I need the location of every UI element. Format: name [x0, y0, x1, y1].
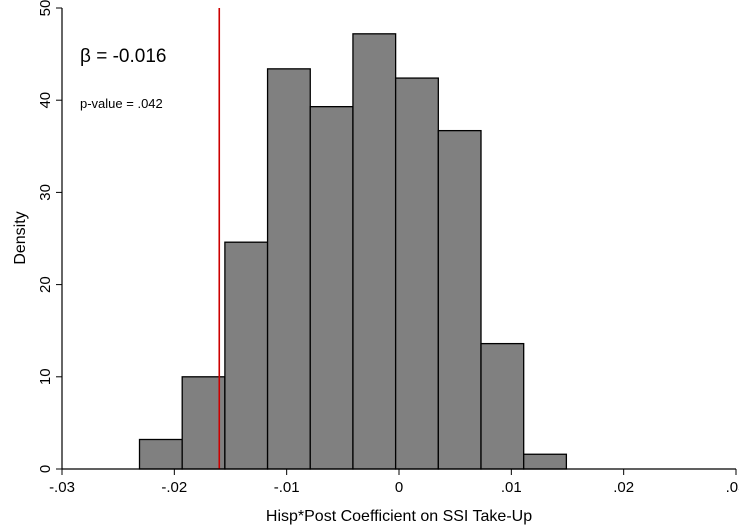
x-tick-label: .02 — [613, 479, 634, 496]
histogram-bar-4 — [266, 68, 311, 470]
bars-layer — [138, 33, 568, 470]
histogram-bar-3 — [224, 241, 269, 470]
histogram-bar-7 — [394, 77, 439, 470]
histogram-bar-2 — [181, 376, 226, 470]
p-value-annotation: p-value = .042 — [80, 96, 163, 111]
x-tick-label: .01 — [501, 479, 522, 496]
x-tick-label: -.02 — [161, 479, 187, 496]
x-axis-title: Hisp*Post Coefficient on SSI Take-Up — [266, 508, 532, 525]
x-tick-label: 0 — [395, 479, 403, 496]
x-tick-label: -.01 — [274, 479, 300, 496]
y-tick-label: 30 — [37, 184, 54, 201]
histogram-bar-1 — [138, 438, 183, 470]
x-tick-label: .03 — [726, 479, 739, 496]
histogram-bar-10 — [523, 453, 568, 470]
histogram-bar-6 — [352, 33, 397, 470]
y-tick-label: 10 — [37, 368, 54, 385]
y-tick-label: 20 — [37, 276, 54, 293]
histogram-bar-8 — [437, 129, 482, 470]
beta-annotation: β = -0.016 — [80, 46, 166, 67]
histogram-bar-5 — [309, 106, 354, 470]
y-tick-label: 50 — [37, 0, 54, 16]
y-tick-label: 40 — [37, 92, 54, 109]
y-tick-label: 0 — [37, 465, 54, 473]
x-tick-label: -.03 — [49, 479, 75, 496]
histogram-bar-9 — [480, 342, 525, 470]
y-axis-title: Density — [12, 211, 29, 264]
axes-layer: -.03 -.02 -.01 0 .01 .02 .03 0 10 20 30 40 50 — [37, 0, 739, 496]
